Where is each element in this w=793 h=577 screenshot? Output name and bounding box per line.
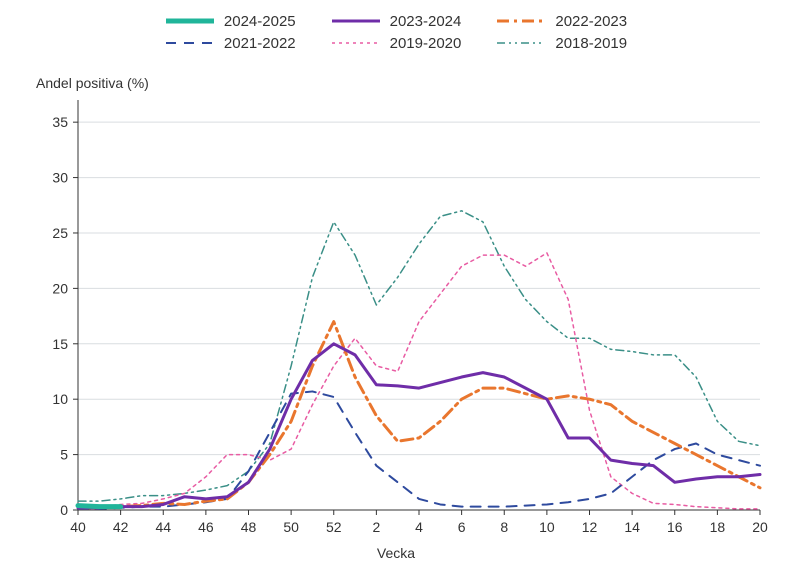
svg-text:0: 0 [60,502,68,518]
line-chart: 0510152025303540424446485052246810121416… [0,0,793,577]
svg-text:2: 2 [372,519,380,535]
svg-text:10: 10 [539,519,555,535]
svg-text:10: 10 [52,391,68,407]
svg-text:5: 5 [60,447,68,463]
svg-text:35: 35 [52,114,68,130]
chart-container: 2024-2025 2023-2024 2022-2023 2021-2022 … [0,0,793,577]
svg-text:20: 20 [52,280,68,296]
svg-text:48: 48 [241,519,257,535]
svg-text:44: 44 [155,519,171,535]
svg-text:16: 16 [667,519,683,535]
svg-text:42: 42 [113,519,129,535]
svg-text:40: 40 [70,519,86,535]
svg-text:25: 25 [52,225,68,241]
svg-text:20: 20 [752,519,768,535]
svg-text:15: 15 [52,336,68,352]
svg-text:46: 46 [198,519,214,535]
svg-text:30: 30 [52,170,68,186]
svg-text:14: 14 [624,519,640,535]
svg-text:52: 52 [326,519,342,535]
svg-text:6: 6 [458,519,466,535]
svg-text:4: 4 [415,519,423,535]
x-axis-title: Vecka [377,545,415,561]
svg-text:50: 50 [283,519,299,535]
svg-text:12: 12 [582,519,598,535]
svg-text:8: 8 [500,519,508,535]
svg-text:18: 18 [710,519,726,535]
